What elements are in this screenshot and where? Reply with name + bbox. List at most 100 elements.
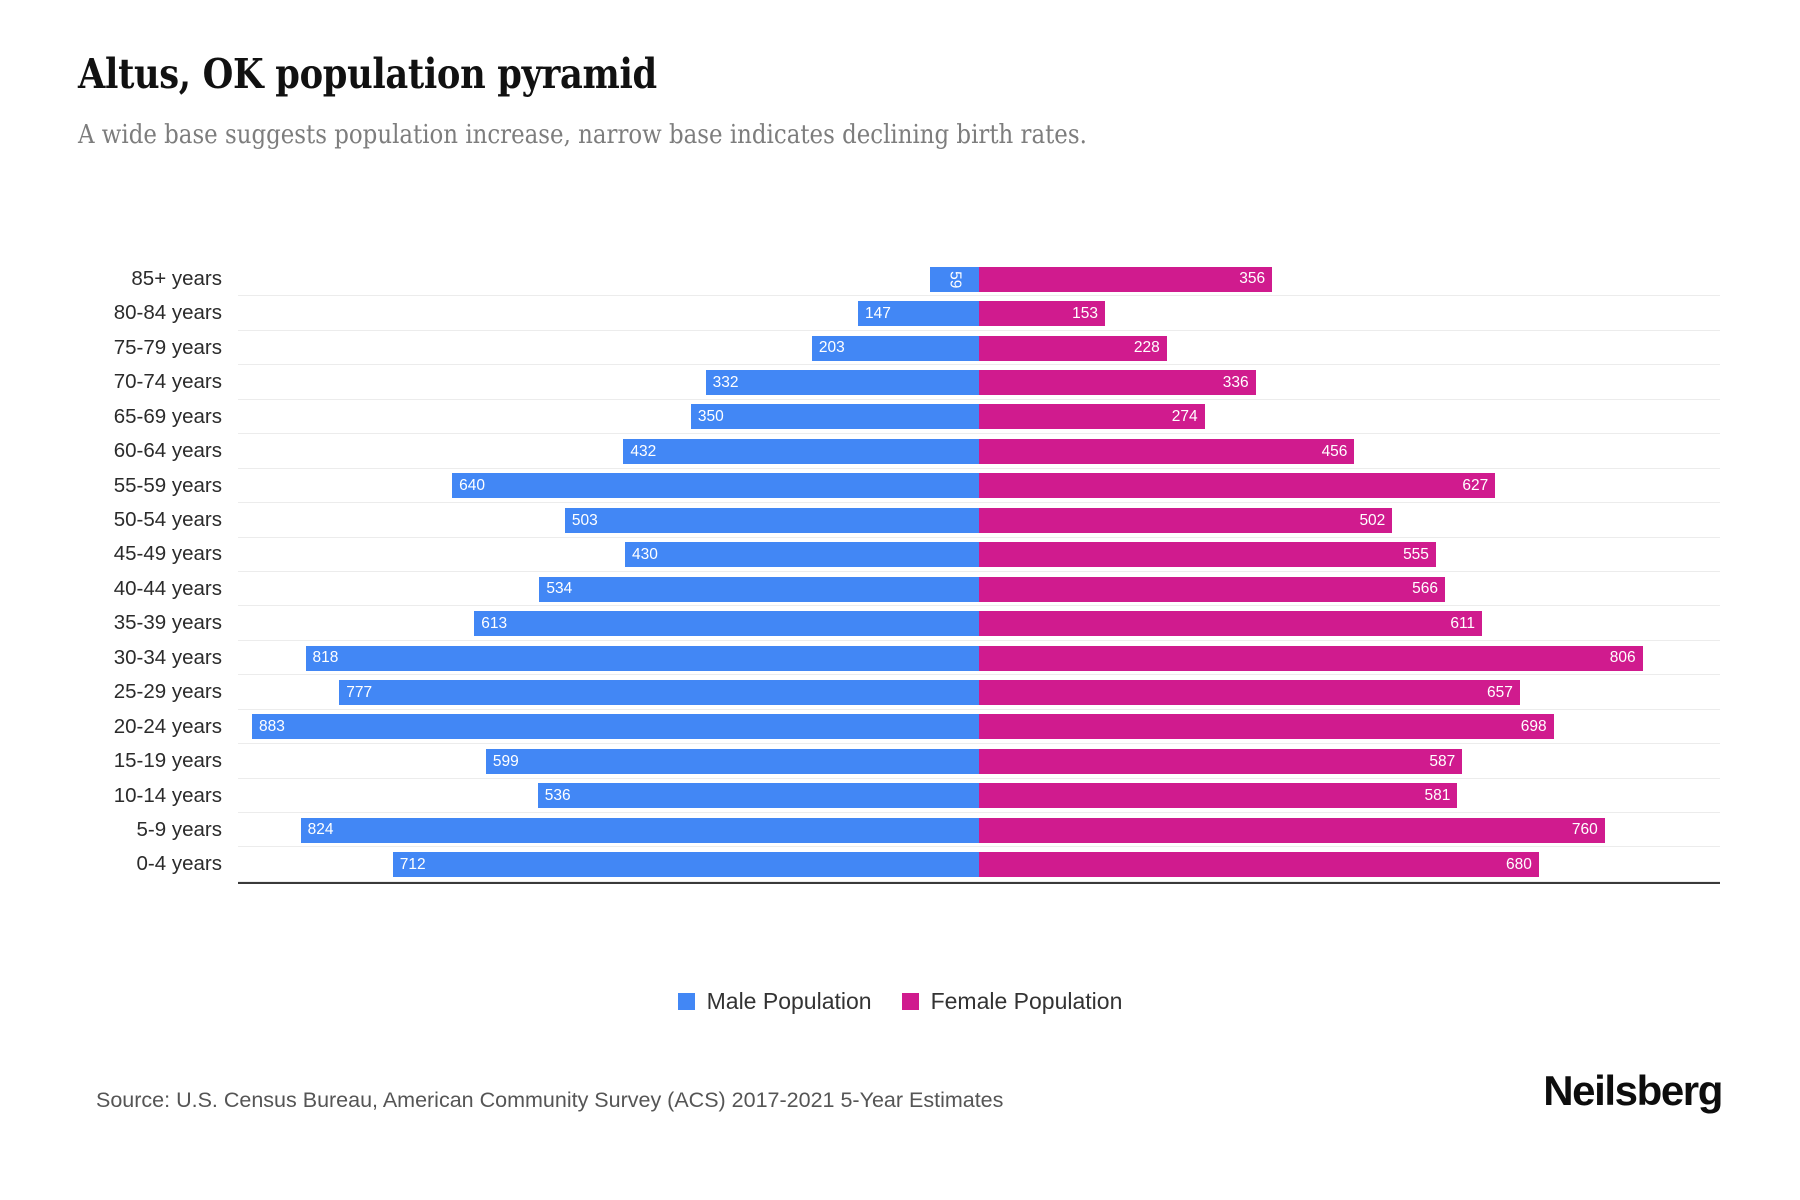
male-bar-value: 59 [946,271,964,289]
female-half: 274 [979,400,1720,434]
female-bar[interactable]: 627 [979,473,1496,499]
female-bar[interactable]: 581 [979,783,1458,809]
row-band: 59 356 [238,262,1720,297]
male-bar[interactable]: 712 [392,852,979,878]
male-bar[interactable]: 432 [623,438,979,464]
legend-item-female[interactable]: Female Population [901,990,1122,1013]
male-half: 536 [238,779,979,813]
male-bar-value: 536 [544,787,571,805]
female-bar-value: 581 [1424,787,1451,805]
male-bar[interactable]: 59 [930,266,979,292]
female-bar[interactable]: 228 [979,335,1167,361]
page-title: Altus, OK population pyramid [78,50,657,98]
male-bar[interactable]: 503 [564,507,979,533]
female-bar[interactable]: 806 [979,645,1643,671]
pyramid-row: 15-19 years 599 587 [78,744,1720,779]
male-bar[interactable]: 430 [624,542,979,568]
male-bar[interactable]: 777 [339,679,979,705]
male-bar-value: 824 [307,821,334,839]
male-half: 430 [238,538,979,572]
female-half: 566 [979,572,1720,606]
brand-logo: Neilsberg [1543,1067,1723,1114]
male-bar[interactable]: 147 [857,301,979,327]
male-bar[interactable]: 350 [690,404,979,430]
female-bar[interactable]: 698 [979,714,1554,740]
female-half: 627 [979,469,1720,503]
male-bar[interactable]: 640 [452,473,979,499]
female-bar-value: 806 [1609,649,1636,667]
gridline [238,708,1720,710]
row-band: 147 153 [238,296,1720,331]
age-group-label: 45-49 years [113,542,222,566]
female-bar[interactable]: 611 [979,611,1483,637]
male-bar[interactable]: 534 [539,576,979,602]
male-bar[interactable]: 536 [537,783,979,809]
bar-pair: 432 456 [238,434,1720,468]
legend-item-male[interactable]: Male Population [677,990,872,1013]
female-bar[interactable]: 456 [979,438,1355,464]
gridline [238,329,1720,331]
bar-pair: 203 228 [238,331,1720,365]
bar-pair: 824 760 [238,813,1720,847]
row-band: 332 336 [238,365,1720,400]
gridline [238,846,1720,848]
pyramid-row: 10-14 years 536 581 [78,779,1720,813]
bar-pair: 147 153 [238,296,1720,330]
female-bar[interactable]: 555 [979,542,1436,568]
female-bar[interactable]: 502 [979,507,1393,533]
female-bar-value: 611 [1450,614,1476,632]
female-bar[interactable]: 587 [979,748,1463,774]
row-band: 640 627 [238,469,1720,504]
male-bar[interactable]: 203 [811,335,979,361]
age-group-label: 30-34 years [113,645,222,669]
male-half: 640 [238,469,979,503]
male-bar[interactable]: 332 [705,370,979,396]
gridline [238,812,1720,813]
bar-pair: 599 587 [238,744,1720,778]
female-bar[interactable]: 336 [979,370,1256,396]
female-bar[interactable]: 680 [979,852,1539,878]
age-group-label: 85+ years [131,266,222,290]
female-bar[interactable]: 566 [979,576,1445,602]
bar-pair: 59 356 [238,262,1720,296]
male-half: 432 [238,434,979,468]
female-half: 680 [979,847,1720,881]
male-bar[interactable]: 883 [252,714,979,740]
male-bar-value: 534 [546,580,573,598]
female-bar-value: 456 [1321,442,1348,460]
female-bar[interactable]: 760 [979,817,1605,843]
female-half: 760 [979,813,1720,847]
gridline [238,467,1720,469]
male-bar[interactable]: 613 [474,611,979,637]
male-bar-value: 640 [459,477,485,495]
female-bar-value: 228 [1133,339,1160,357]
male-bar[interactable]: 599 [485,748,979,774]
female-half: 356 [979,262,1720,296]
pyramid-row: 80-84 years 147 153 [78,296,1720,331]
female-bar[interactable]: 356 [979,266,1273,292]
legend-swatch-male-icon [677,993,695,1010]
chart-subtitle: A wide base suggests population increase… [78,119,1087,150]
female-bar-value: 698 [1520,718,1547,736]
chart-header: Altus, OK population pyramid A wide base… [78,50,1718,151]
female-bar-value: 502 [1359,511,1386,529]
male-bar-value: 503 [571,511,598,529]
bar-pair: 430 555 [238,538,1720,572]
row-band: 777 657 [238,675,1720,710]
bar-pair: 777 657 [238,675,1720,709]
female-bar[interactable]: 657 [979,679,1520,705]
female-half: 336 [979,365,1720,399]
gridline [238,398,1720,400]
male-bar[interactable]: 824 [300,817,979,843]
age-group-label: 10-14 years [113,783,222,807]
bar-pair: 818 806 [238,641,1720,675]
female-bar[interactable]: 274 [979,404,1205,430]
age-group-label: 35-39 years [113,611,222,635]
female-half: 581 [979,779,1720,813]
female-bar[interactable]: 153 [979,301,1105,327]
male-bar[interactable]: 818 [305,645,979,671]
gridline [238,295,1720,297]
male-bar-value: 332 [712,373,739,391]
row-band: 824 760 [238,813,1720,848]
female-bar-value: 356 [1239,270,1266,288]
